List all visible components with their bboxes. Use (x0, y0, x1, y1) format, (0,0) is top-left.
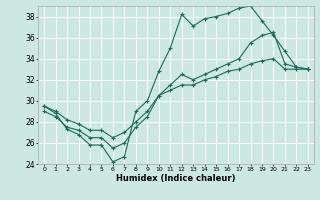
X-axis label: Humidex (Indice chaleur): Humidex (Indice chaleur) (116, 174, 236, 183)
